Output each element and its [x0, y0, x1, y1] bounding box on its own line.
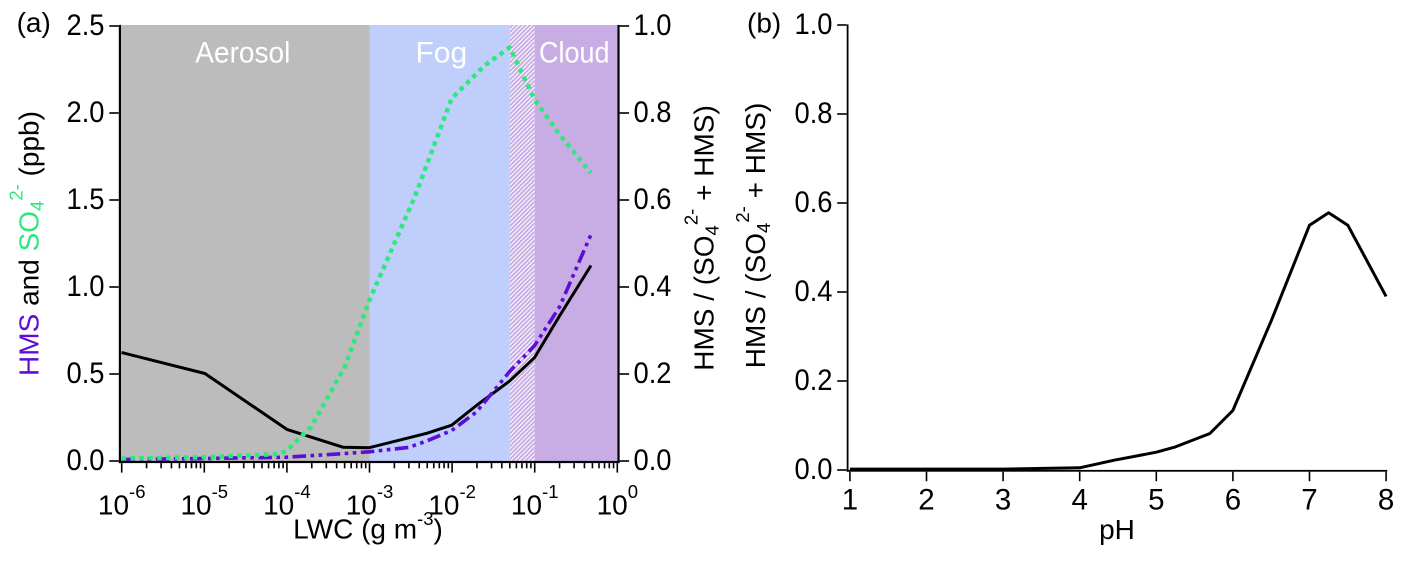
svg-text:8: 8	[1378, 484, 1394, 517]
svg-text:3: 3	[995, 484, 1011, 517]
svg-text:0.4: 0.4	[795, 275, 833, 308]
svg-text:6: 6	[1225, 484, 1241, 517]
svg-text:Cloud: Cloud	[539, 36, 610, 69]
svg-text:2: 2	[918, 484, 934, 517]
svg-text:2.0: 2.0	[67, 96, 105, 129]
svg-text:10-4: 10-4	[263, 481, 311, 520]
svg-text:Aerosol: Aerosol	[195, 36, 290, 69]
svg-text:0.6: 0.6	[634, 183, 672, 216]
svg-text:HMS and SO42- (ppb): HMS and SO42- (ppb)	[5, 111, 47, 376]
svg-text:0.0: 0.0	[67, 444, 105, 477]
svg-text:4: 4	[1071, 484, 1087, 517]
svg-text:1.0: 1.0	[795, 8, 833, 41]
svg-text:0.5: 0.5	[67, 357, 105, 390]
svg-text:0.8: 0.8	[634, 96, 672, 129]
svg-text:10-5: 10-5	[180, 481, 228, 520]
svg-text:Fog: Fog	[415, 36, 467, 69]
svg-text:10-1: 10-1	[511, 481, 559, 520]
svg-text:0.6: 0.6	[795, 186, 833, 219]
svg-text:0.4: 0.4	[634, 270, 672, 303]
svg-text:0.8: 0.8	[795, 97, 833, 130]
svg-text:10-6: 10-6	[98, 481, 146, 520]
svg-text:1.5: 1.5	[67, 183, 105, 216]
svg-text:0.2: 0.2	[634, 357, 672, 390]
svg-text:1.0: 1.0	[67, 270, 105, 303]
svg-text:100: 100	[597, 481, 638, 520]
svg-text:(b): (b)	[747, 8, 781, 39]
svg-text:0.0: 0.0	[795, 453, 833, 486]
svg-text:1: 1	[842, 484, 858, 517]
svg-text:pH: pH	[1099, 514, 1135, 545]
svg-text:1.0: 1.0	[634, 9, 672, 42]
svg-text:7: 7	[1301, 484, 1317, 517]
svg-text:10-3: 10-3	[346, 481, 394, 520]
svg-text:0.2: 0.2	[795, 364, 833, 397]
svg-text:2.5: 2.5	[67, 9, 105, 42]
svg-text:10-2: 10-2	[428, 481, 476, 520]
svg-text:5: 5	[1148, 484, 1164, 517]
svg-text:0.0: 0.0	[634, 444, 672, 477]
svg-text:(a): (a)	[17, 7, 51, 38]
